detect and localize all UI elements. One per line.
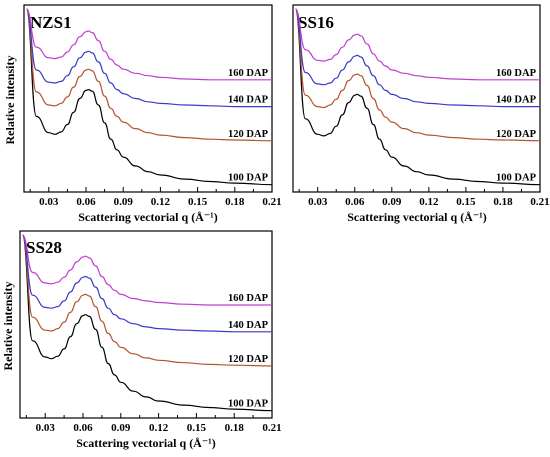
series-line	[21, 234, 272, 367]
x-tick-label: 0.06	[345, 196, 365, 208]
x-tick-label: 0.15	[456, 196, 476, 208]
series-labels: 100 DAP 120 DAP 140 DAP 160 DAP	[228, 293, 269, 410]
x-tick-label: 0.06	[76, 196, 96, 208]
curves	[294, 8, 540, 186]
x-ticks: 0.03 0.06 0.09 0.12 0.15 0.18 0.21	[298, 187, 550, 208]
x-tick-label: 0.21	[262, 196, 281, 208]
series-line	[21, 234, 272, 412]
series-labels: 100 DAP 120 DAP 140 DAP 160 DAP	[496, 68, 537, 184]
series-label: 140 DAP	[228, 320, 269, 331]
x-tick-label: 0.06	[73, 422, 93, 434]
x-tick-label: 0.09	[382, 196, 402, 208]
series-line	[294, 8, 540, 142]
x-tick-label: 0.03	[39, 196, 59, 208]
plot-frame	[292, 4, 541, 193]
x-tick-label: 0.15	[188, 196, 208, 208]
x-tick-label: 0.18	[225, 196, 245, 208]
panel-title: SS28	[26, 238, 62, 257]
series-label: 140 DAP	[496, 95, 537, 106]
series-line	[25, 8, 272, 142]
series-label: 120 DAP	[496, 129, 537, 140]
x-tick-label: 0.03	[36, 422, 56, 434]
x-tick-label: 0.12	[149, 422, 169, 434]
series-label: 160 DAP	[496, 68, 537, 79]
series-line	[294, 8, 540, 108]
curves	[25, 8, 272, 186]
series-label: 120 DAP	[228, 354, 269, 365]
series-labels: 100 DAP 120 DAP 140 DAP 160 DAP	[228, 68, 269, 184]
y-axis-label: Relative intensity	[3, 56, 17, 145]
series-line	[294, 8, 540, 186]
series-line	[25, 8, 272, 108]
x-tick-label: 0.12	[419, 196, 439, 208]
x-tick-label: 0.21	[262, 422, 281, 434]
panel-ss16: SS16 Scattering vectorial q (Å⁻¹) 0.03 0.…	[292, 4, 550, 224]
x-axis-label: Scattering vectorial q (Å⁻¹)	[347, 210, 487, 224]
x-tick-label: 0.21	[530, 196, 549, 208]
x-tick-label: 0.09	[114, 196, 134, 208]
x-axis-label: Scattering vectorial q (Å⁻¹)	[78, 210, 218, 224]
x-tick-label: 0.09	[111, 422, 131, 434]
x-tick-label: 0.18	[225, 422, 245, 434]
series-line	[25, 8, 272, 186]
x-tick-label: 0.18	[493, 196, 513, 208]
series-line	[21, 234, 272, 333]
x-axis-label: Scattering vectorial q (Å⁻¹)	[76, 436, 216, 450]
y-axis-label: Relative intensity	[1, 282, 15, 371]
series-label: 100 DAP	[496, 173, 537, 184]
series-label: 160 DAP	[228, 293, 269, 304]
panel-title: SS16	[298, 13, 334, 32]
x-tick-label: 0.12	[151, 196, 171, 208]
series-label: 100 DAP	[228, 399, 269, 410]
series-label: 140 DAP	[228, 95, 269, 106]
curves	[21, 234, 272, 412]
series-label: 100 DAP	[228, 173, 269, 184]
x-ticks: 0.03 0.06 0.09 0.12 0.15 0.18 0.21	[25, 413, 282, 434]
series-label: 120 DAP	[228, 129, 269, 140]
x-ticks: 0.03 0.06 0.09 0.12 0.15 0.18 0.21	[29, 187, 282, 208]
series-line	[25, 8, 272, 81]
series-line	[294, 8, 540, 81]
x-tick-label: 0.03	[308, 196, 328, 208]
panel-ss28: SS28 Relative intensity Scattering vecto…	[1, 230, 282, 450]
x-tick-label: 0.15	[187, 422, 207, 434]
series-line	[21, 234, 272, 306]
series-label: 160 DAP	[228, 68, 269, 79]
panel-title: NZS1	[30, 13, 72, 32]
panel-nzs1: NZS1 Relative intensity Scattering vecto…	[3, 4, 282, 224]
